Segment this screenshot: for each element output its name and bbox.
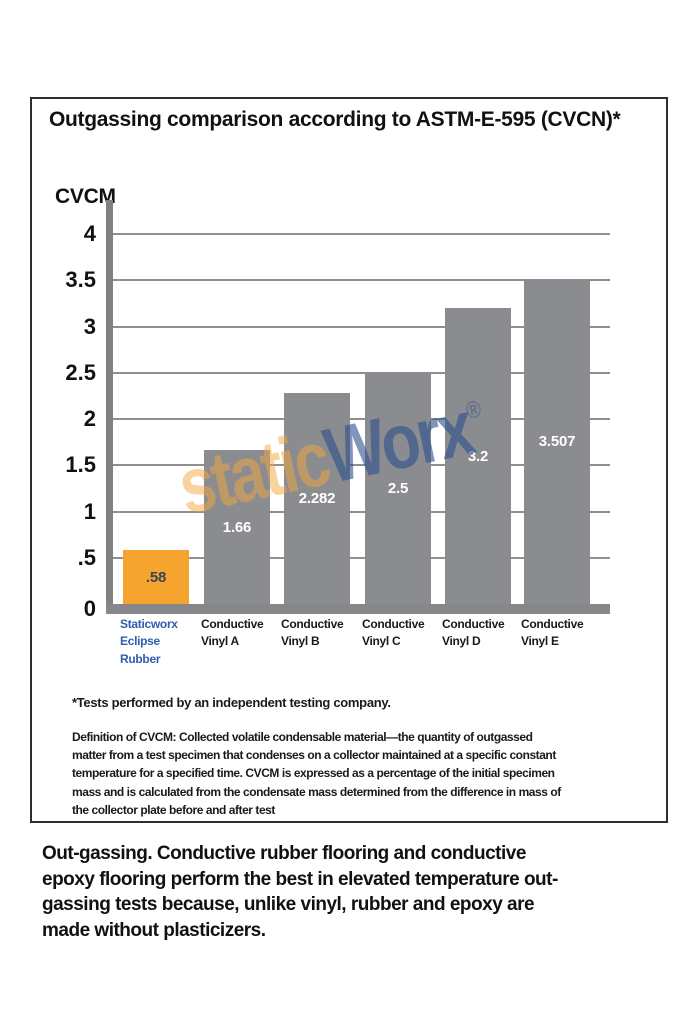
bar: 3.507 — [524, 279, 590, 604]
y-tick-label: 2.5 — [65, 359, 96, 385]
y-tick-label: .5 — [77, 544, 96, 570]
gridline — [113, 464, 610, 467]
gridline — [113, 233, 610, 235]
bar: 3.2 — [445, 308, 511, 604]
bar: 1.66 — [204, 450, 270, 604]
category-label: Conductive Vinyl C — [362, 617, 425, 649]
bar-value-label: 2.282 — [298, 489, 336, 507]
y-tick-label: 4 — [83, 221, 96, 246]
category-label: Conductive Vinyl E — [521, 617, 584, 649]
category-label: Staticworx Eclipse Rubber — [120, 617, 178, 666]
y-tick-label: 3.5 — [65, 267, 96, 293]
bar: 2.282 — [284, 392, 350, 604]
y-tick-label: 1.5 — [65, 452, 96, 478]
category-label: Conductive Vinyl B — [281, 617, 344, 649]
bar-value-label: 1.66 — [222, 518, 252, 536]
gridline — [113, 279, 610, 282]
y-tick-label: 1 — [83, 498, 96, 524]
gridline — [113, 556, 610, 559]
figure-caption: Out-gassing. Conductive rubber flooring … — [42, 843, 558, 941]
gridline — [113, 510, 610, 513]
bar-value-label: 3.507 — [538, 433, 576, 451]
gridline — [113, 371, 610, 374]
category-label: Conductive Vinyl D — [442, 617, 505, 649]
footnote: *Tests performed by an independent testi… — [72, 695, 391, 710]
bar-value-label: .58 — [145, 568, 167, 586]
bar: 2.5 — [365, 372, 431, 604]
y-axis-label: CVCM — [55, 185, 116, 208]
gridline — [113, 418, 610, 420]
category-label: Conductive Vinyl A — [201, 617, 264, 649]
bar-value-label: 3.2 — [467, 447, 489, 465]
gridline — [113, 325, 610, 328]
chart-title: Outgassing comparison according to ASTM-… — [49, 108, 621, 131]
cvcm-definition: Definition of CVCM: Collected volatile c… — [72, 730, 561, 817]
bar: .58 — [123, 550, 189, 604]
chart-panel: Outgassing comparison according to ASTM-… — [30, 97, 668, 823]
x-axis-baseline — [106, 604, 610, 614]
y-tick-label: 0 — [83, 596, 96, 621]
y-tick-label: 3 — [83, 313, 96, 339]
bar-value-label: 2.5 — [387, 479, 409, 497]
y-tick-label: 2 — [83, 406, 96, 431]
y-axis-line — [106, 200, 113, 614]
